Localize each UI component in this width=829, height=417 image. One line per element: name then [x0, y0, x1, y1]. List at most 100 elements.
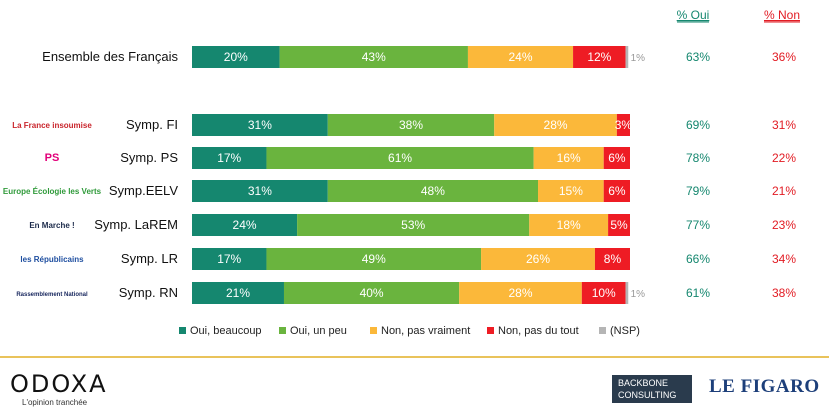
rassemblement-national-logo: Rassemblement National [16, 292, 88, 298]
bar-value-label: 17% [217, 252, 241, 266]
bar-value-label: 24% [508, 50, 532, 64]
bar-segment [573, 46, 626, 68]
bar-segment [279, 46, 468, 68]
category-label: Symp. RN [119, 285, 178, 300]
bar-segment [192, 180, 328, 202]
bar-segment [538, 180, 604, 202]
bar-value-label: 21% [226, 286, 250, 300]
pct-non-value: 31% [772, 118, 796, 132]
bar-value-label: 26% [526, 252, 550, 266]
bar-segment [481, 248, 595, 270]
pct-oui-value: 69% [686, 118, 710, 132]
legend-label: (NSP) [610, 325, 640, 337]
bar-value-label: 61% [388, 151, 412, 165]
bar-segment [459, 282, 582, 304]
bar-row: Symp. LaREM 24% 53% 18% 5% 77% 23% [94, 214, 796, 236]
pct-non-value: 38% [772, 286, 796, 300]
le-figaro-logo: LE FIGARO [709, 376, 820, 397]
category-label: Ensemble des Français [42, 49, 178, 64]
party-logo-text: En Marche ! [29, 221, 74, 230]
bar-value-label: 1% [631, 289, 646, 300]
bar-value-label: 20% [224, 50, 248, 64]
bar-value-label: 3% [615, 118, 633, 132]
party-logo-text: les Républicains [20, 255, 84, 264]
legend-swatch [279, 327, 286, 334]
bar-value-label: 43% [362, 50, 386, 64]
bar-segment [603, 180, 630, 202]
bar-segment [529, 214, 609, 236]
bar-segment-nsp [625, 282, 629, 304]
pct-non-value: 23% [772, 218, 796, 232]
bar-value-label: 38% [399, 118, 423, 132]
legend-label: Non, pas vraiment [381, 325, 470, 337]
party-logo-text: La France insoumise [12, 121, 92, 130]
bar-row: Symp.EELV 31% 48% 15% 6% 79% 21% [109, 180, 796, 202]
bar-segment [192, 248, 267, 270]
bar-segment [467, 46, 574, 68]
pct-non-value: 36% [772, 50, 796, 64]
odoxa-logo: ODOXA [10, 370, 108, 398]
bar-segment [192, 214, 298, 236]
category-label: Symp. FI [126, 117, 178, 132]
legend-label: Non, pas du tout [498, 325, 579, 337]
bar-value-label: 49% [362, 252, 386, 266]
bar-row: Symp. LR 17% 49% 26% 8% 66% 34% [121, 248, 796, 270]
pct-oui-value: 63% [686, 50, 710, 64]
legend-item: Oui, beaucoup [179, 325, 262, 337]
bar-value-label: 1% [631, 53, 646, 64]
pct-oui-value: 79% [686, 184, 710, 198]
en-marche-logo: En Marche ! [29, 221, 74, 230]
bar-row: Symp. RN 21% 40% 28% 10% 1% 61% 38% [119, 282, 796, 304]
legend-item: Oui, un peu [279, 325, 347, 337]
pct-oui-value: 61% [686, 286, 710, 300]
legend-label: Oui, beaucoup [190, 325, 262, 337]
bar-segment [266, 147, 534, 169]
bar-value-label: 5% [610, 218, 628, 232]
bar-value-label: 6% [608, 151, 626, 165]
bar-segment [192, 114, 328, 136]
bar-segment [327, 180, 539, 202]
backbone-consulting-logo: BACKBONE CONSULTING [612, 375, 692, 403]
bar-segment [283, 282, 460, 304]
bar-segment [297, 214, 530, 236]
category-label: Symp.EELV [109, 183, 178, 198]
party-logo-text: Europe Écologie les Verts [3, 187, 102, 196]
pct-oui-value: 78% [686, 151, 710, 165]
pct-oui-value: 77% [686, 218, 710, 232]
les-republicains-logo: les Républicains [20, 255, 84, 264]
bar-value-label: 28% [544, 118, 568, 132]
bar-segment [192, 147, 267, 169]
bar-segment [192, 282, 284, 304]
bar-row: Symp. FI 31% 38% 28% 3% 69% 31% [126, 114, 796, 136]
party-logo-text: PS [45, 152, 60, 164]
pct-non-value: 22% [772, 151, 796, 165]
bar-value-label: 31% [248, 184, 272, 198]
bar-value-label: 8% [604, 252, 622, 266]
bar-segment [327, 114, 495, 136]
bar-value-label: 28% [508, 286, 532, 300]
ps-logo: PS [45, 152, 60, 164]
bar-segment-nsp [625, 46, 629, 68]
bar-segment [192, 46, 280, 68]
bar-segment [494, 114, 617, 136]
bar-segment [581, 282, 626, 304]
legend-swatch [599, 327, 606, 334]
bar-value-label: 15% [559, 184, 583, 198]
bar-segment [603, 147, 630, 169]
pct-oui-header: % Oui [677, 8, 710, 22]
legend-swatch [370, 327, 377, 334]
legend-item: Non, pas vraiment [370, 325, 470, 337]
bar-segment [533, 147, 604, 169]
party-logo-text: Rassemblement National [16, 292, 88, 298]
legend-label: Oui, un peu [290, 325, 347, 337]
bar-value-label: 24% [233, 218, 257, 232]
bar-value-label: 53% [401, 218, 425, 232]
category-label: Symp. LaREM [94, 217, 178, 232]
legend-item: (NSP) [599, 325, 640, 337]
bar-segment [594, 248, 630, 270]
bar-segment [608, 214, 630, 236]
bar-value-label: 18% [557, 218, 581, 232]
bar-row: Symp. PS 17% 61% 16% 6% 78% 22% [120, 147, 796, 169]
pct-non-value: 34% [772, 252, 796, 266]
bar-value-label: 12% [587, 50, 611, 64]
